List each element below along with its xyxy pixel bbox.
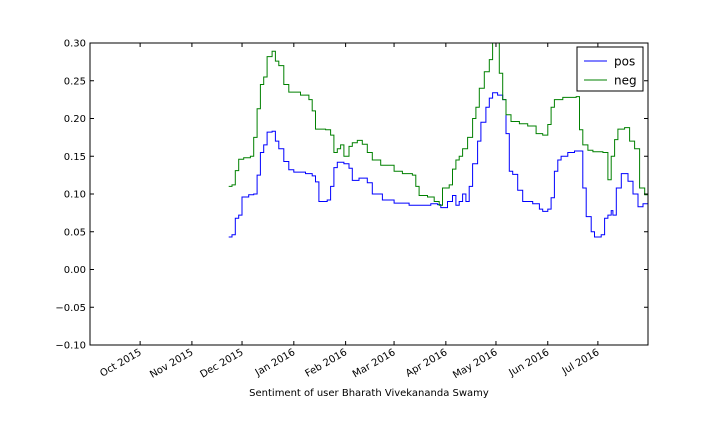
y-tick-label: −0.10 (55, 341, 86, 352)
x-tick-label: Feb 2016 (303, 347, 349, 380)
y-tick-label: 0.20 (64, 114, 86, 125)
y-tick-label: 0.05 (64, 227, 86, 238)
y-tick-label: 0.10 (64, 190, 86, 201)
y-tick-label: 0.25 (64, 76, 86, 87)
y-tick-label: −0.05 (55, 303, 86, 314)
x-tick-label: Apr 2016 (404, 347, 449, 379)
x-tick-label: Jul 2016 (560, 347, 602, 377)
legend: pos neg (576, 46, 644, 92)
y-tick-label: 0.30 (64, 39, 86, 50)
x-tick-label: Jun 2016 (507, 347, 552, 379)
plot-frame (89, 42, 649, 346)
legend-label-pos: pos (614, 55, 635, 69)
legend-label-neg: neg (614, 74, 637, 88)
legend-box (576, 46, 644, 92)
x-tick-label: Nov 2015 (148, 347, 195, 381)
x-tick-label: Mar 2016 (351, 347, 398, 380)
series-line-pos (228, 92, 649, 238)
y-tick-label: 0.00 (64, 265, 86, 276)
x-axis: Oct 2015 Nov 2015 Dec 2015 Jan 2016 Feb 2016… (98, 43, 601, 381)
x-tick-label: Dec 2015 (198, 347, 245, 381)
x-tick-label: May 2016 (451, 347, 499, 381)
y-tick-label: 0.15 (64, 152, 86, 163)
x-tick-label: Jan 2016 (253, 347, 298, 379)
series-layer (228, 42, 649, 238)
x-axis-label: Sentiment of user Bharath Vivekananda Sw… (249, 388, 489, 399)
y-axis: −0.10 −0.05 0.00 0.05 0.10 0.15 0.20 0.25 0.30 (55, 39, 648, 352)
x-tick-label: Oct 2015 (98, 347, 143, 379)
series-line-neg (228, 42, 648, 206)
